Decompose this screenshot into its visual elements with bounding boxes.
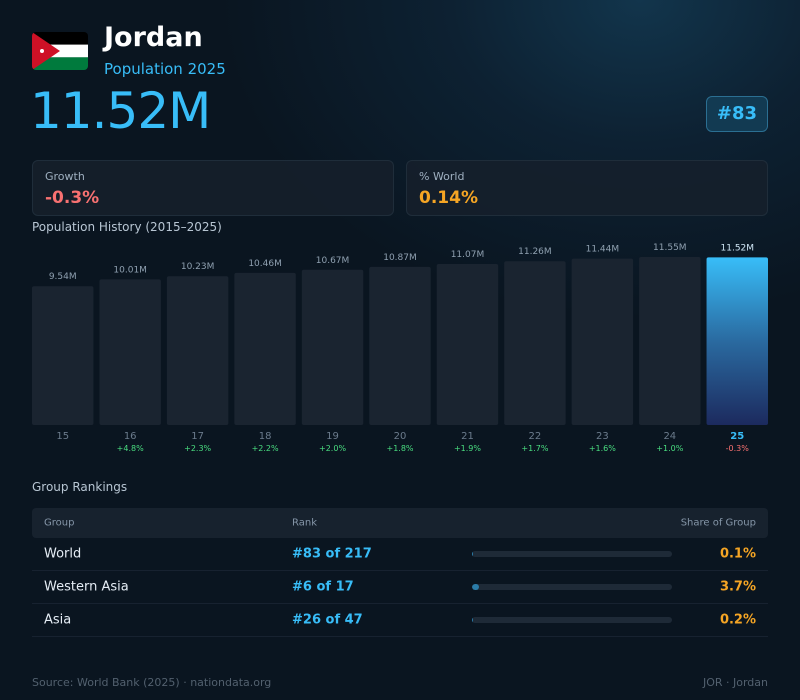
section-title: Population History (2015–2025) (32, 220, 222, 234)
stat-label: Growth (45, 170, 85, 183)
group-name: World (44, 546, 82, 562)
category-label: 17 (191, 431, 204, 442)
value-label: 10.67M (316, 256, 350, 266)
group-rank: #83 of 217 (292, 546, 372, 562)
category-label: 18 (259, 431, 272, 442)
change-label: +1.9% (454, 444, 481, 453)
change-label: +2.0% (319, 444, 346, 453)
footer-code: JOR · Jordan (702, 676, 768, 689)
bar (234, 272, 296, 425)
category-label: 15 (56, 431, 69, 442)
category-label: 25 (730, 431, 744, 442)
stat-card: % World 0.14% (406, 160, 768, 216)
history-chart: 9.54M 15 10.01M 16 +4.8% 10.23M 17 +2.3% 10.46M 1… (32, 243, 768, 453)
group-name: Western Asia (44, 579, 129, 595)
change-label: +1.0% (656, 444, 683, 453)
share-bar (472, 584, 480, 590)
share-label: 3.7% (719, 579, 756, 595)
bar (436, 263, 499, 425)
value-label: 10.46M (248, 259, 282, 269)
change-label: +1.8% (386, 444, 413, 453)
bar (639, 257, 701, 425)
share-label: 0.1% (719, 546, 756, 562)
change-label: +4.8% (117, 444, 144, 453)
bar (571, 258, 634, 425)
share-track (472, 617, 672, 623)
stat-value: 0.14% (419, 188, 478, 208)
country-name: Jordan (104, 22, 203, 53)
category-label: 24 (663, 431, 676, 442)
rankings-table: Group Rank Share of Group World #83 of 21… (32, 508, 768, 637)
share-label: 0.2% (719, 612, 756, 628)
group-rank: #26 of 47 (292, 612, 363, 628)
category-label: 19 (326, 431, 339, 442)
category-label: 16 (124, 431, 137, 442)
rank-badge: #83 (706, 96, 768, 132)
stat-value: -0.3% (45, 188, 100, 208)
footer-source: Source: World Bank (2025) · nationdata.o… (32, 676, 272, 689)
category-label: 22 (529, 431, 542, 442)
population: 11.52M (30, 82, 211, 140)
bar (99, 279, 161, 425)
bar (504, 261, 566, 425)
table-row: World #83 of 217 0.1% (32, 538, 768, 571)
table-row: Asia #26 of 47 0.2% (32, 604, 768, 637)
bar (369, 266, 431, 425)
flag (32, 32, 88, 70)
value-label: 11.07M (451, 250, 485, 260)
bar (166, 276, 229, 425)
change-label: +1.6% (589, 444, 616, 453)
table-header: Group Rank Share of Group (32, 508, 768, 538)
share-track (472, 551, 672, 557)
bar (32, 286, 94, 425)
category-label: 20 (394, 431, 407, 442)
subtitle: Population 2025 (104, 60, 226, 78)
share-track (472, 584, 672, 590)
table-row: Western Asia #6 of 17 3.7% (32, 571, 768, 604)
value-label: 10.01M (113, 265, 147, 275)
column-header: Group (44, 517, 75, 529)
value-label: 11.44M (586, 245, 620, 255)
section-title: Group Rankings (32, 480, 128, 494)
change-label: +1.7% (521, 444, 548, 453)
stat-card: Growth -0.3% (32, 160, 394, 216)
value-label: 10.87M (383, 253, 417, 263)
value-label: 9.54M (49, 272, 77, 282)
category-label: 23 (596, 431, 609, 442)
value-label: 11.52M (721, 243, 755, 253)
group-name: Asia (44, 612, 72, 628)
column-header: Share of Group (680, 517, 756, 529)
value-label: 11.26M (518, 247, 552, 257)
group-rank: #6 of 17 (292, 579, 354, 595)
bar (706, 257, 768, 425)
category-label: 21 (461, 431, 474, 442)
value-label: 11.55M (653, 243, 687, 253)
value-label: 10.23M (181, 262, 215, 272)
bar (301, 269, 364, 425)
column-header: Rank (292, 517, 317, 529)
stat-label: % World (419, 170, 465, 183)
change-label: +2.3% (184, 444, 211, 453)
change-label: +2.2% (252, 444, 279, 453)
change-label: -0.3% (726, 444, 750, 453)
